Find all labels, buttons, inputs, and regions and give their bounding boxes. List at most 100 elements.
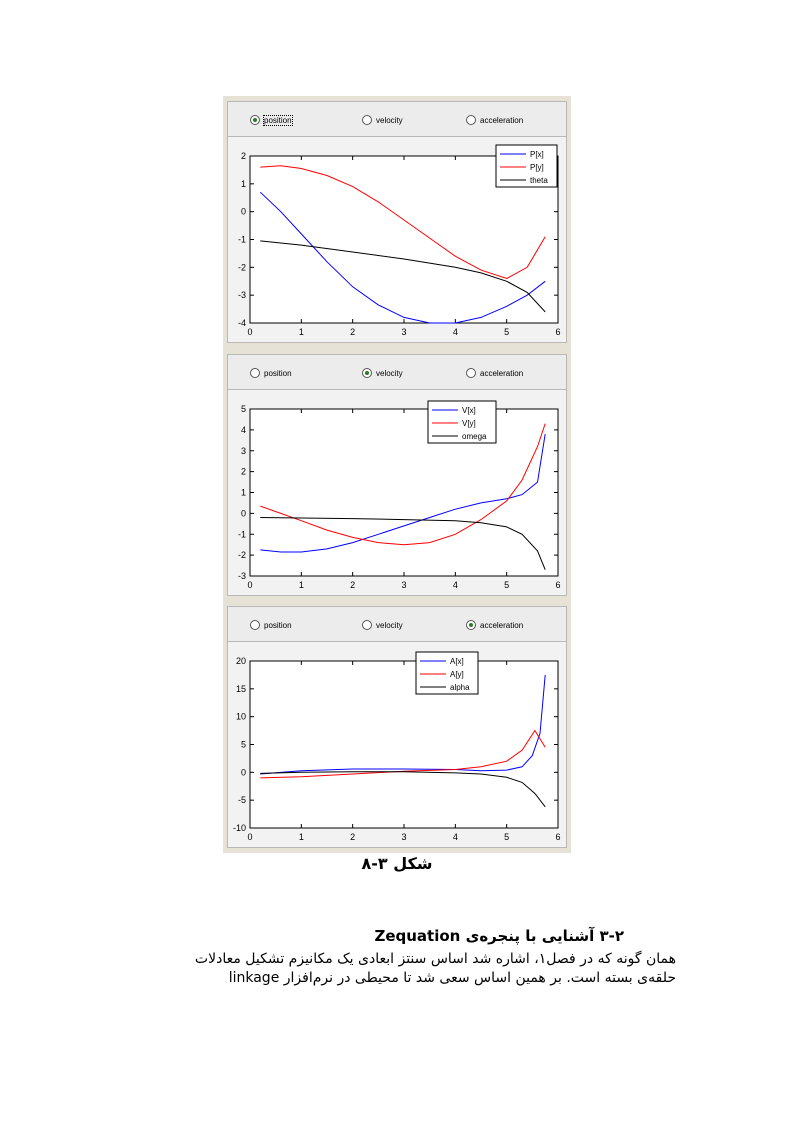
radio-velocity[interactable]: velocity [362,366,403,380]
y-tick-label: 1 [241,179,246,189]
plot-area: 2 1 0 -1 -2 -3 -4 0 1 2 3 4 5 6 P[x] P[y] theta [227,137,567,343]
y-tick-label: 2 [241,467,246,477]
radio-label: velocity [376,620,403,630]
legend-label: alpha [450,683,470,692]
y-tick-label: -1 [238,529,246,539]
radio-velocity[interactable]: velocity [362,618,403,632]
series-line-1 [260,729,546,779]
x-tick-label: 1 [299,327,304,337]
series-line-0 [260,674,546,775]
y-tick-label: 0 [241,767,246,777]
series-line-2 [260,240,546,313]
radio-velocity[interactable]: velocity [362,113,403,127]
radio-label: acceleration [480,115,524,125]
legend-label: P[y] [530,163,544,172]
legend-label: theta [530,176,548,185]
radio-empty-icon[interactable] [250,368,260,378]
plot-area: 20 15 10 5 0 -5 -10 0 1 2 3 4 5 6 A[x] A[y] alpha [227,642,567,848]
x-tick-label: 6 [555,580,560,590]
radio-position[interactable]: position [250,113,293,127]
x-tick-label: 3 [401,327,406,337]
plot-area: 5 4 3 2 1 0 -1 -2 -3 0 1 2 3 4 5 6 V[x] V[y] omega [227,390,567,596]
plot-mode-radio-group: position velocity acceleration [227,354,567,390]
radio-label: position [264,368,292,378]
legend-label: V[y] [462,419,476,428]
legend-label: P[x] [530,150,544,159]
figure: position velocity acceleration 2 1 0 -1 -2 -3… [223,96,571,853]
legend: P[x] P[y] theta [495,144,558,188]
x-tick-label: 2 [350,327,355,337]
y-tick-label: 0 [241,207,246,217]
y-tick-label: -2 [238,550,246,560]
legend: V[x] V[y] omega [427,400,497,444]
radio-acceleration[interactable]: acceleration [466,113,523,127]
paragraph-line: همان گونه که در فصل۱، اشاره شد اساس سنتز… [194,951,676,967]
legend-label: A[y] [450,670,464,679]
y-tick-label: 1 [241,488,246,498]
y-tick-label: -1 [238,235,246,245]
section-heading: ۳-۲ آشنایی با پنجره‌ی Zequation [374,927,624,945]
x-tick-label: 5 [504,832,509,842]
x-tick-label: 4 [453,580,458,590]
radio-label: velocity [376,368,403,378]
position-chart: 210-1-2-3-40 1 2 3 4 5 6P[x]P[y]theta [238,144,561,337]
radio-empty-icon[interactable] [466,115,476,125]
legend-label: omega [462,432,487,441]
radio-label: acceleration [480,368,524,378]
y-tick-label: 20 [236,656,246,666]
radio-empty-icon[interactable] [250,620,260,630]
x-tick-label: 2 [350,832,355,842]
section-paragraph: همان گونه که در فصل۱، اشاره شد اساس سنتز… [116,950,676,988]
plot-mode-radio-group: position velocity acceleration [227,606,567,642]
plot-frame [249,408,559,577]
x-tick-label: 6 [555,327,560,337]
radio-acceleration[interactable]: acceleration [466,366,523,380]
radio-label: acceleration [480,620,524,630]
y-tick-label: -3 [238,571,246,581]
radio-acceleration[interactable]: acceleration [466,618,523,632]
x-tick-label: 0 [247,327,252,337]
legend-label: V[x] [462,406,476,415]
y-tick-label: -10 [233,823,246,833]
x-tick-label: 1 [299,580,304,590]
x-tick-label: 3 [401,580,406,590]
y-tick-label: 15 [236,684,246,694]
series-line-2 [260,517,546,570]
radio-selected-icon[interactable] [362,368,372,378]
radio-selected-icon[interactable] [466,620,476,630]
y-tick-label: 3 [241,446,246,456]
y-tick-label: 2 [241,151,246,161]
x-tick-label: 6 [555,832,560,842]
series-line-1 [260,165,546,280]
series-line-0 [260,434,546,553]
figure-caption: شکل ۳-۸ [361,854,433,873]
paragraph-line: حلقه‌ی بسته است. بر همین اساس سعی شد تا … [228,970,676,986]
x-tick-label: 3 [401,832,406,842]
radio-selected-icon[interactable] [250,115,260,125]
radio-empty-icon[interactable] [466,368,476,378]
radio-label: position [263,114,293,126]
radio-position[interactable]: position [250,618,292,632]
y-tick-label: -3 [238,290,246,300]
y-tick-label: 5 [241,740,246,750]
y-tick-label: -5 [238,795,246,805]
legend-label: A[x] [450,657,464,666]
x-tick-label: 5 [504,327,509,337]
y-tick-label: -2 [238,262,246,272]
y-tick-label: 10 [236,712,246,722]
y-tick-label: 5 [241,404,246,414]
legend-box [495,144,558,188]
plot-mode-radio-group: position velocity acceleration [227,101,567,137]
radio-empty-icon[interactable] [362,115,372,125]
series-line-1 [260,423,546,546]
radio-position[interactable]: position [250,366,292,380]
x-tick-label: 2 [350,580,355,590]
y-tick-label: -4 [238,318,246,328]
x-tick-label: 0 [247,580,252,590]
radio-empty-icon[interactable] [362,620,372,630]
x-tick-label: 4 [453,327,458,337]
